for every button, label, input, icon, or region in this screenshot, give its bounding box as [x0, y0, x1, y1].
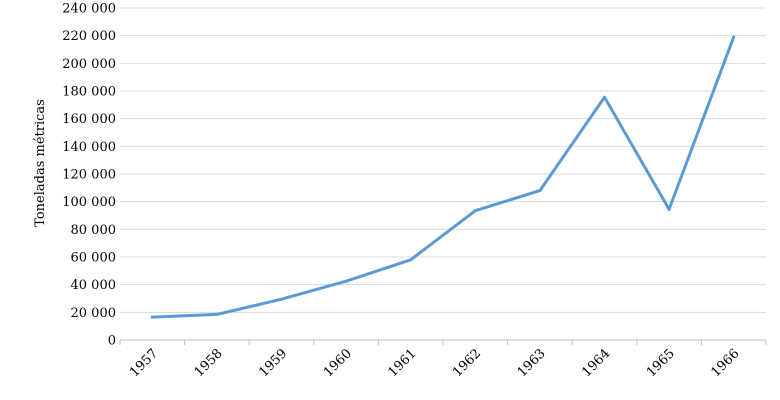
y-tick-label: 100 000: [62, 195, 116, 210]
x-tick-label: 1963: [515, 346, 549, 380]
y-tick-label: 200 000: [62, 57, 116, 72]
y-tick-label: 140 000: [62, 140, 116, 155]
x-tick-label: 1965: [644, 346, 678, 380]
y-tick-label: 60 000: [71, 251, 117, 266]
y-tick-label: 40 000: [71, 278, 117, 293]
data-point: [150, 315, 154, 319]
data-point: [409, 258, 413, 262]
x-tick-label: 1959: [256, 346, 290, 380]
data-point: [215, 312, 219, 316]
y-axis-title: Toneladas métricas: [33, 99, 48, 227]
data-point: [538, 189, 542, 193]
x-tick-label: 1966: [709, 346, 743, 380]
grid-lines: [120, 7, 766, 313]
series: [150, 35, 736, 319]
y-tick-label: 180 000: [62, 85, 116, 100]
x-tick-label: 1964: [579, 346, 613, 380]
data-point: [603, 95, 606, 99]
data-point: [667, 207, 671, 211]
x-tick-label: 1958: [192, 346, 226, 380]
data-point: [344, 279, 348, 283]
series-line: [150, 35, 736, 319]
x-tick-label: 1957: [127, 346, 161, 380]
y-tick-label: 120 000: [62, 168, 116, 183]
data-point: [473, 209, 477, 213]
y-tick-label: 20 000: [71, 306, 117, 321]
axes: [119, 339, 767, 345]
x-tick-label: 1962: [450, 346, 484, 380]
y-tick-label: 240 000: [62, 2, 116, 17]
y-axis-tick-labels: 0 20 000 40 000 60 000 80 000 100 000 120 000 1…: [62, 2, 116, 349]
x-axis-tick-labels: 1957 1958 1959 1960 1961 1962 1963 1964 1965 1966: [127, 346, 742, 380]
y-tick-label: 0: [108, 334, 116, 349]
data-point: [732, 35, 736, 39]
y-tick-label: 160 000: [62, 112, 116, 127]
y-tick-label: 220 000: [62, 29, 116, 44]
y-tick-label: 80 000: [71, 223, 117, 238]
x-tick-label: 1961: [386, 346, 420, 380]
x-tick-label: 1960: [321, 346, 355, 380]
data-point: [280, 297, 283, 301]
